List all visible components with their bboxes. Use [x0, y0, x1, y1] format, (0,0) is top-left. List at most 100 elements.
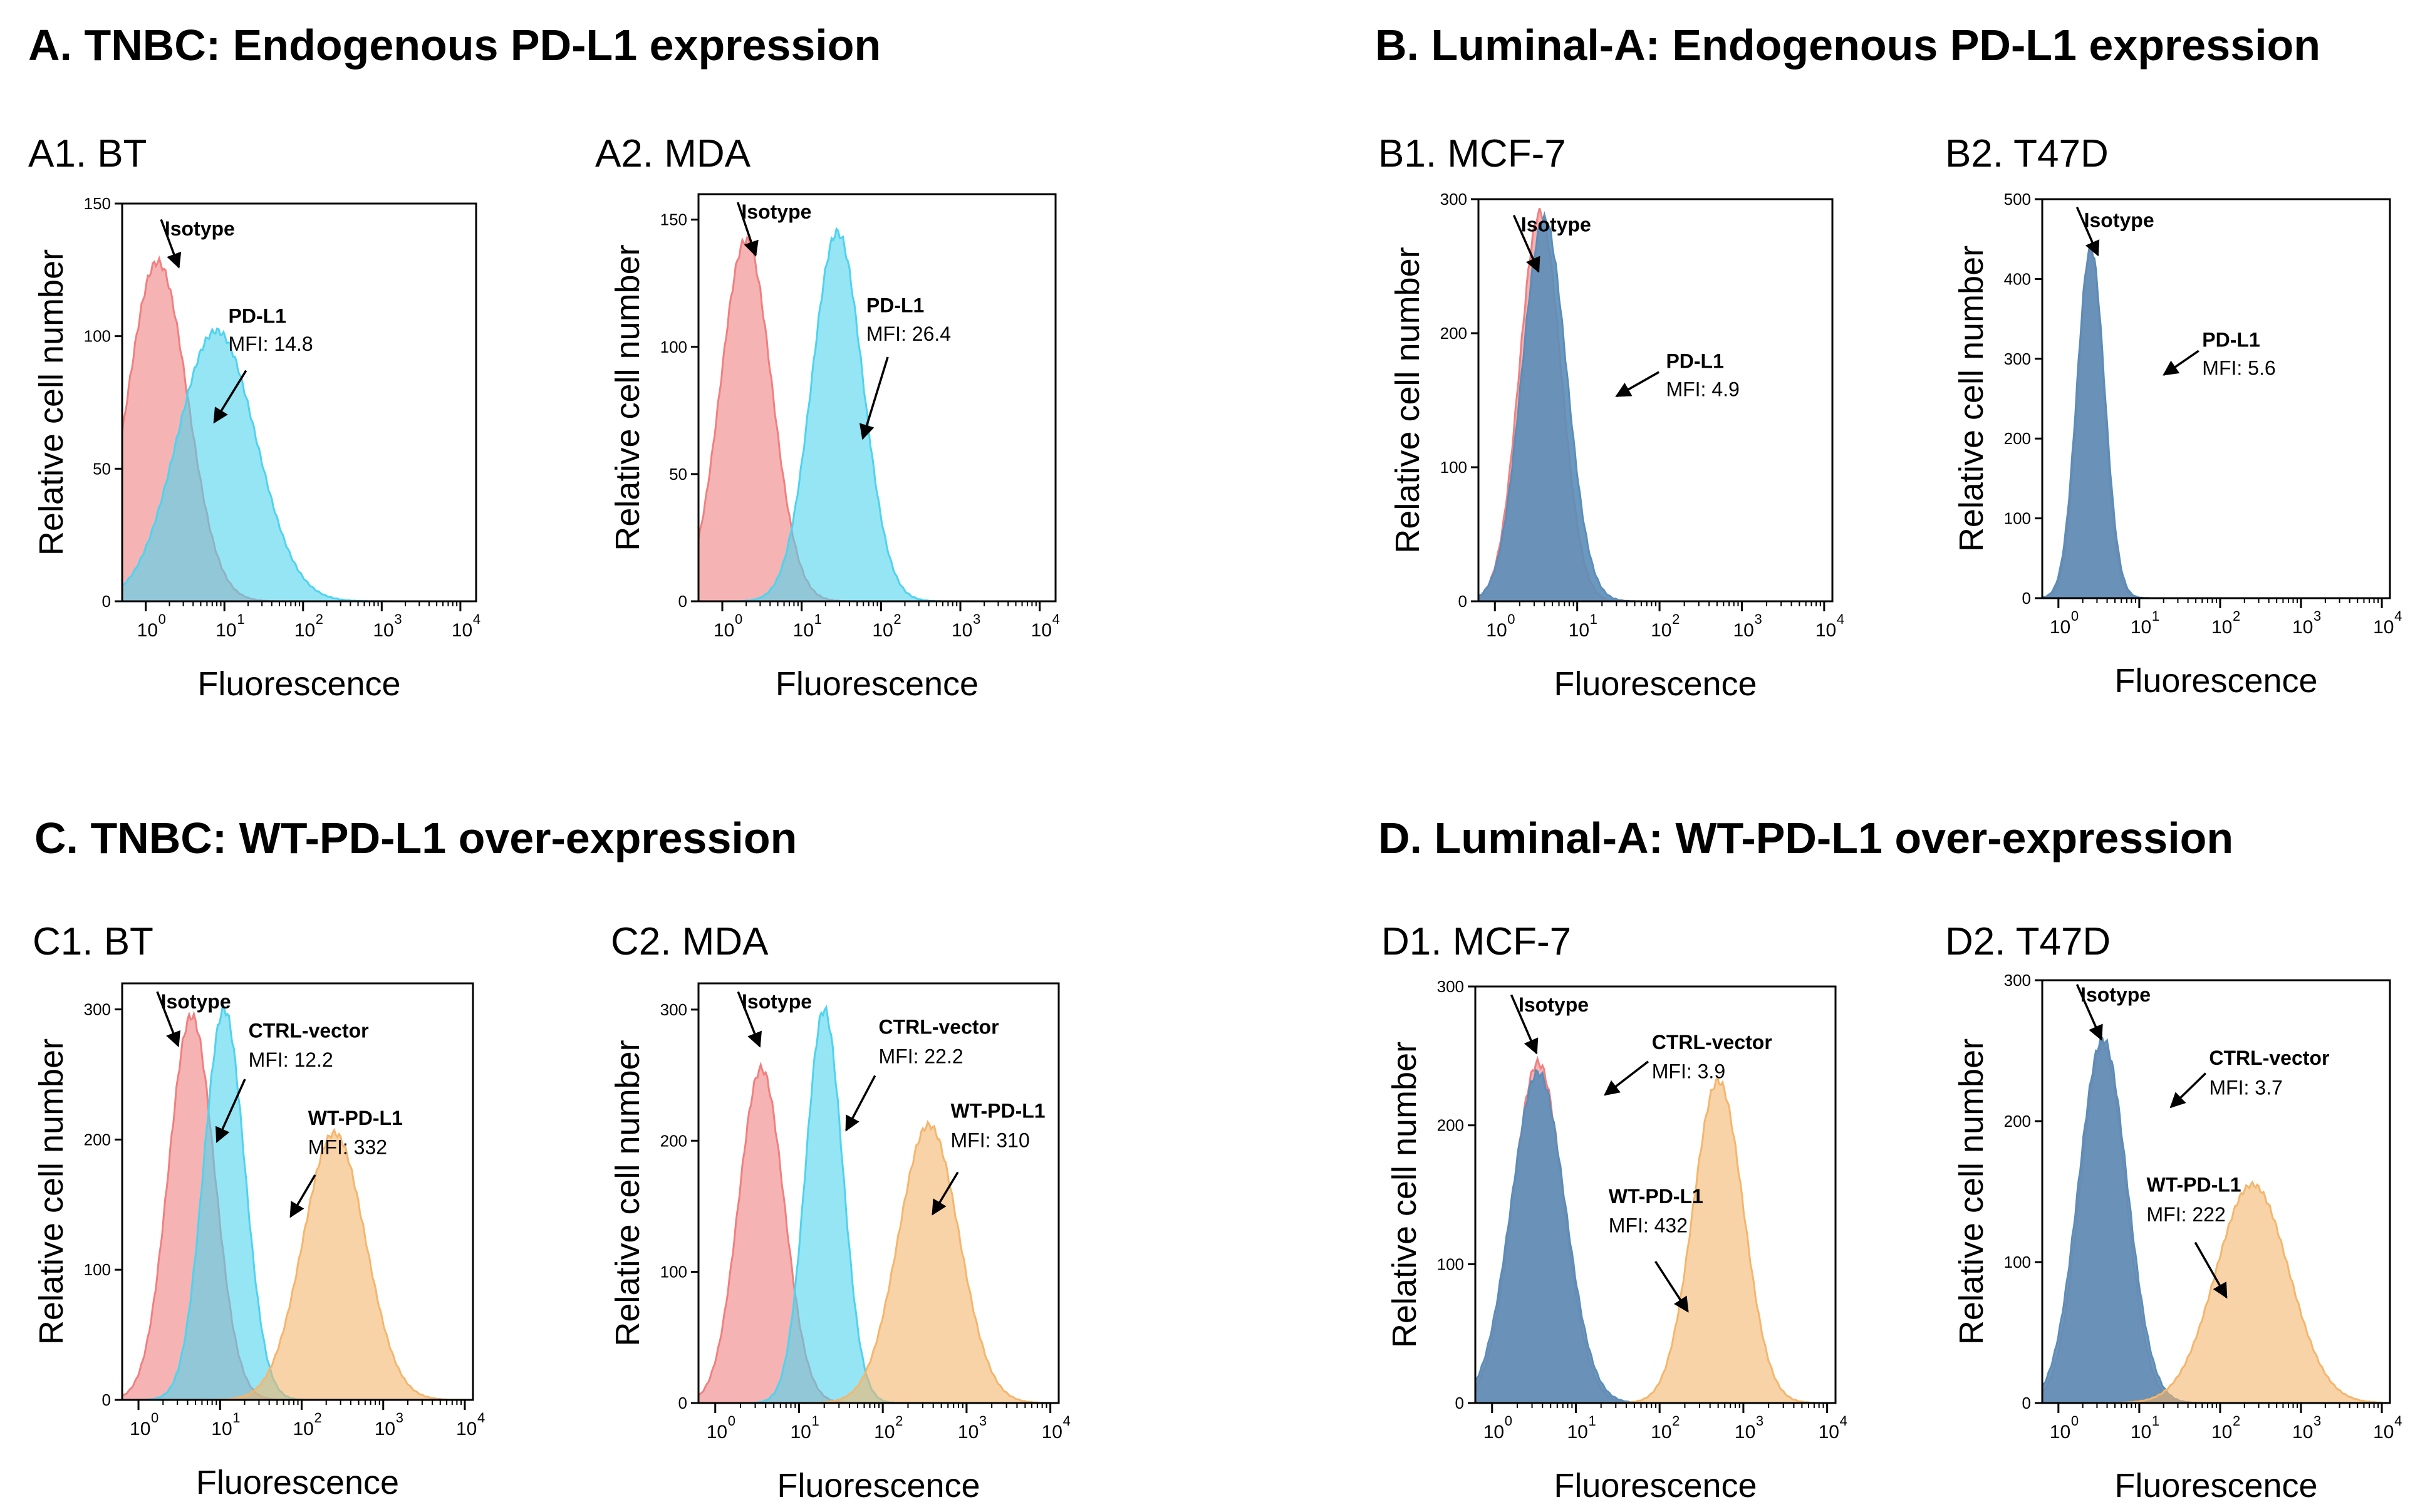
x-tick-exponent: 4 — [1840, 1413, 1847, 1429]
x-tick-exponent: 1 — [2152, 608, 2159, 624]
annotation-label: Isotype — [2084, 209, 2154, 232]
x-tick-label: 10 — [2131, 617, 2151, 638]
x-axis-label: Fluorescence — [1554, 1467, 1757, 1504]
x-axis-label: Fluorescence — [1554, 665, 1757, 703]
x-tick-label: 10 — [2292, 1422, 2313, 1442]
annotation-label: WT-PD-L1 — [951, 1099, 1046, 1122]
y-tick-label: 200 — [1437, 1116, 1464, 1135]
y-tick-label: 100 — [84, 1260, 111, 1279]
x-tick-exponent: 4 — [477, 1410, 485, 1426]
annotation-label: WT-PD-L1 — [2147, 1174, 2241, 1196]
annotation-label: MFI: 222 — [2147, 1203, 2226, 1226]
annotation-label: WT-PD-L1 — [308, 1107, 403, 1129]
x-tick-exponent: 4 — [2394, 608, 2402, 624]
x-tick-exponent: 2 — [2233, 608, 2240, 624]
y-axis-label: Relative cell number — [33, 249, 70, 556]
annotation-label: Isotype — [1519, 993, 1589, 1016]
chart-c1: 0100200300100101102103104FluorescenceRel… — [33, 982, 485, 1501]
x-tick-label: 10 — [2211, 617, 2232, 638]
y-tick-label: 300 — [2004, 971, 2031, 990]
x-tick-label: 10 — [958, 1422, 979, 1442]
annotation-label: CTRL-vector — [2209, 1047, 2329, 1069]
y-axis-label: Relative cell number — [1386, 1042, 1423, 1348]
panel-label-b2: B2. T47D — [1945, 132, 2109, 175]
y-tick-label: 100 — [2004, 1253, 2031, 1271]
x-tick-label: 10 — [1733, 620, 1753, 641]
annotation-arrow — [737, 991, 762, 1048]
x-tick-label: 10 — [373, 620, 393, 641]
annotation-label: MFI: 3.7 — [2209, 1076, 2282, 1099]
y-tick-label: 500 — [2004, 190, 2031, 209]
y-tick-label: 200 — [1440, 324, 1467, 343]
x-tick-exponent: 0 — [728, 1413, 735, 1429]
annotation-arrow — [1512, 214, 1540, 273]
annotation-label: MFI: 310 — [951, 1129, 1030, 1151]
annotation-arrow — [1615, 371, 1660, 398]
x-tick-label: 10 — [1651, 620, 1671, 641]
annotation-label: MFI: 12.2 — [249, 1049, 333, 1071]
annotation-label: Isotype — [161, 990, 231, 1013]
y-tick-label: 200 — [2004, 429, 2031, 448]
x-tick-exponent: 3 — [394, 611, 402, 627]
annotation-arrow — [1604, 1060, 1649, 1096]
x-tick-label: 10 — [1651, 1422, 1671, 1442]
y-tick-label: 0 — [102, 592, 111, 611]
annotation-arrow — [2163, 350, 2199, 376]
x-tick-exponent: 2 — [316, 611, 323, 627]
annotation-label: PD-L1 — [2202, 329, 2260, 351]
y-tick-label: 0 — [102, 1390, 111, 1409]
x-tick-exponent: 1 — [232, 1410, 240, 1426]
annotation-arrow — [859, 356, 889, 440]
annotation-arrow — [160, 219, 182, 269]
chart-b2: 0100200300400500100101102103104Fluoresce… — [1953, 190, 2402, 700]
y-axis-label: Relative cell number — [1953, 246, 1990, 552]
x-tick-label: 10 — [1031, 620, 1052, 641]
x-tick-label: 10 — [2211, 1422, 2232, 1442]
x-axis-label: Fluorescence — [777, 1467, 980, 1504]
x-tick-label: 10 — [2373, 1422, 2394, 1442]
x-tick-exponent: 0 — [1507, 611, 1515, 627]
x-tick-exponent: 0 — [1505, 1413, 1512, 1429]
x-tick-exponent: 3 — [396, 1410, 403, 1426]
annotation-arrow — [932, 1171, 959, 1216]
x-tick-label: 10 — [874, 1422, 895, 1442]
x-tick-label: 10 — [137, 620, 158, 641]
x-tick-label: 10 — [952, 620, 972, 641]
x-axis-label: Fluorescence — [776, 665, 979, 703]
y-tick-label: 0 — [1458, 592, 1467, 611]
panel-label-c1: C1. BT — [33, 920, 153, 963]
annotation-arrow — [1510, 994, 1539, 1055]
x-tick-label: 10 — [211, 1419, 232, 1439]
annotation-label: Isotype — [165, 217, 235, 240]
x-tick-exponent: 1 — [237, 611, 244, 627]
y-tick-label: 100 — [2004, 509, 2031, 528]
y-tick-label: 100 — [84, 327, 111, 346]
y-axis-label: Relative cell number — [609, 1040, 647, 1346]
x-tick-label: 10 — [2131, 1422, 2151, 1442]
y-tick-label: 300 — [1437, 977, 1464, 996]
x-tick-exponent: 3 — [2314, 608, 2321, 624]
histogram-pd-l1 — [1477, 210, 1832, 603]
annotation-label: MFI: 14.8 — [229, 333, 313, 355]
annotation-label: MFI: 432 — [1609, 1214, 1688, 1236]
section-title-c: C. TNBC: WT-PD-L1 over-expression — [34, 814, 797, 862]
x-tick-label: 10 — [707, 1422, 727, 1442]
x-tick-exponent: 1 — [2152, 1413, 2159, 1429]
section-title-b: B. Luminal-A: Endogenous PD-L1 expressio… — [1375, 21, 2321, 70]
x-tick-exponent: 0 — [158, 611, 166, 627]
x-tick-exponent: 0 — [735, 611, 742, 627]
annotation-label: CTRL-vector — [1652, 1031, 1772, 1054]
x-tick-label: 10 — [1819, 1422, 1839, 1442]
y-tick-label: 100 — [660, 1263, 687, 1282]
x-tick-exponent: 2 — [895, 1413, 903, 1429]
y-axis-label: Relative cell number — [1953, 1038, 1990, 1345]
y-axis-label: Relative cell number — [33, 1038, 70, 1345]
y-tick-label: 300 — [1440, 190, 1467, 209]
annotation-arrow — [216, 1079, 246, 1143]
y-tick-label: 100 — [1440, 458, 1467, 477]
x-axis-label: Fluorescence — [197, 665, 400, 703]
y-tick-label: 200 — [2004, 1112, 2031, 1131]
y-tick-label: 300 — [84, 1000, 111, 1019]
x-tick-label: 10 — [456, 1419, 477, 1439]
